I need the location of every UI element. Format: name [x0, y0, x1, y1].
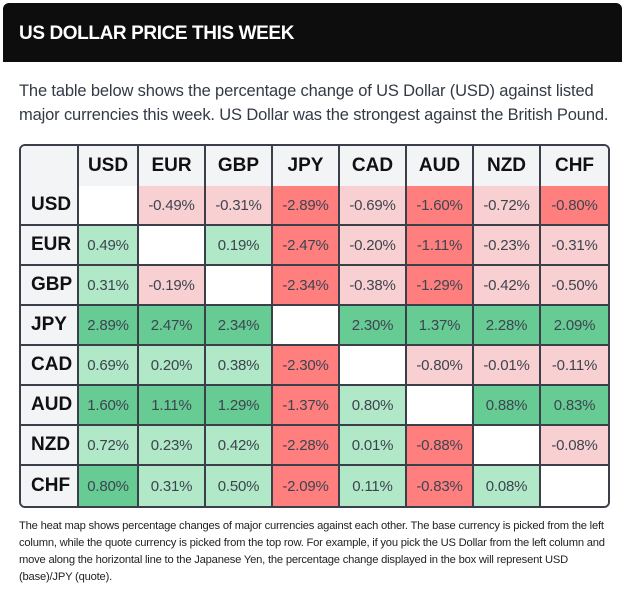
heatmap-cell-gbp-usd: 0.31% [79, 266, 139, 306]
column-header-nzd: NZD [474, 146, 541, 186]
heatmap-cell-gbp-nzd: -0.42% [474, 266, 541, 306]
column-header-gbp: GBP [206, 146, 273, 186]
corner-cell [21, 146, 79, 186]
heatmap-cell-cad-cad [340, 346, 407, 386]
heatmap-cell-eur-aud: -1.11% [407, 226, 474, 266]
heatmap-header-row: USD EUR GBP JPY CAD AUD NZD CHF [21, 146, 608, 186]
heatmap-cell-jpy-cad: 2.30% [340, 306, 407, 346]
intro-text: The table below shows the percentage cha… [19, 82, 609, 124]
column-header-jpy: JPY [273, 146, 340, 186]
heatmap-cell-gbp-eur: -0.19% [139, 266, 206, 306]
heatmap-cell-eur-gbp: 0.19% [206, 226, 273, 266]
heatmap-cell-eur-nzd: -0.23% [474, 226, 541, 266]
column-header-cad: CAD [340, 146, 407, 186]
heatmap-cell-gbp-chf: -0.50% [541, 266, 608, 306]
heatmap-cell-cad-aud: -0.80% [407, 346, 474, 386]
heatmap-cell-chf-eur: 0.31% [139, 466, 206, 506]
currency-heatmap: USD EUR GBP JPY CAD AUD NZD CHF USD -0.49% -0.31%… [19, 144, 610, 508]
heatmap-cell-nzd-aud: -0.88% [407, 426, 474, 466]
heatmap-cell-eur-jpy: -2.47% [273, 226, 340, 266]
heatmap-cell-gbp-cad: -0.38% [340, 266, 407, 306]
heatmap-cell-usd-chf: -0.80% [541, 186, 608, 226]
heatmap-cell-chf-usd: 0.80% [79, 466, 139, 506]
heatmap-row-aud: AUD 1.60% 1.11% 1.29% -1.37% 0.80% 0.88% 0.83% [21, 386, 608, 426]
heatmap-cell-jpy-nzd: 2.28% [474, 306, 541, 346]
page-header: US DOLLAR PRICE THIS WEEK [3, 3, 622, 62]
heatmap-cell-aud-gbp: 1.29% [206, 386, 273, 426]
row-header-eur: EUR [21, 226, 79, 266]
heatmap-cell-jpy-gbp: 2.34% [206, 306, 273, 346]
heatmap-cell-usd-usd [79, 186, 139, 226]
heatmap-cell-chf-nzd: 0.08% [474, 466, 541, 506]
row-header-aud: AUD [21, 386, 79, 426]
heatmap-cell-aud-usd: 1.60% [79, 386, 139, 426]
heatmap-cell-cad-jpy: -2.30% [273, 346, 340, 386]
heatmap-cell-gbp-gbp [206, 266, 273, 306]
heatmap-cell-aud-nzd: 0.88% [474, 386, 541, 426]
heatmap-cell-chf-gbp: 0.50% [206, 466, 273, 506]
page-title: US DOLLAR PRICE THIS WEEK [19, 22, 295, 44]
row-header-chf: CHF [21, 466, 79, 506]
heatmap-cell-usd-nzd: -0.72% [474, 186, 541, 226]
row-header-jpy: JPY [21, 306, 79, 346]
row-header-nzd: NZD [21, 426, 79, 466]
heatmap-cell-jpy-aud: 1.37% [407, 306, 474, 346]
column-header-aud: AUD [407, 146, 474, 186]
heatmap-cell-nzd-eur: 0.23% [139, 426, 206, 466]
heatmap-cell-eur-usd: 0.49% [79, 226, 139, 266]
heatmap-cell-chf-cad: 0.11% [340, 466, 407, 506]
heatmap-cell-aud-cad: 0.80% [340, 386, 407, 426]
heatmap-cell-nzd-chf: -0.08% [541, 426, 608, 466]
heatmap-cell-gbp-jpy: -2.34% [273, 266, 340, 306]
heatmap-cell-nzd-jpy: -2.28% [273, 426, 340, 466]
heatmap-cell-aud-eur: 1.11% [139, 386, 206, 426]
heatmap-cell-cad-nzd: -0.01% [474, 346, 541, 386]
heatmap-row-jpy: JPY 2.89% 2.47% 2.34% 2.30% 1.37% 2.28% 2.09% [21, 306, 608, 346]
heatmap-cell-jpy-chf: 2.09% [541, 306, 608, 346]
heatmap-cell-eur-cad: -0.20% [340, 226, 407, 266]
column-header-usd: USD [79, 146, 139, 186]
row-header-gbp: GBP [21, 266, 79, 306]
heatmap-cell-nzd-nzd [474, 426, 541, 466]
heatmap-cell-cad-eur: 0.20% [139, 346, 206, 386]
row-header-cad: CAD [21, 346, 79, 386]
heatmap-cell-usd-eur: -0.49% [139, 186, 206, 226]
row-header-usd: USD [21, 186, 79, 226]
heatmap-cell-nzd-cad: 0.01% [340, 426, 407, 466]
heatmap-row-eur: EUR 0.49% 0.19% -2.47% -0.20% -1.11% -0.23% -0.… [21, 226, 608, 266]
heatmap-cell-nzd-gbp: 0.42% [206, 426, 273, 466]
heatmap-cell-chf-aud: -0.83% [407, 466, 474, 506]
heatmap-cell-eur-eur [139, 226, 206, 266]
heatmap-row-usd: USD -0.49% -0.31% -2.89% -0.69% -1.60% -0.72% -… [21, 186, 608, 226]
heatmap-cell-usd-gbp: -0.31% [206, 186, 273, 226]
heatmap-cell-aud-jpy: -1.37% [273, 386, 340, 426]
heatmap-cell-jpy-jpy [273, 306, 340, 346]
heatmap-cell-nzd-usd: 0.72% [79, 426, 139, 466]
heatmap-row-chf: CHF 0.80% 0.31% 0.50% -2.09% 0.11% -0.83% 0.08% [21, 466, 608, 506]
heatmap-cell-eur-chf: -0.31% [541, 226, 608, 266]
heatmap-cell-cad-chf: -0.11% [541, 346, 608, 386]
heatmap-cell-gbp-aud: -1.29% [407, 266, 474, 306]
heatmap-cell-usd-cad: -0.69% [340, 186, 407, 226]
heatmap-row-gbp: GBP 0.31% -0.19% -2.34% -0.38% -1.29% -0.42% -0… [21, 266, 608, 306]
heatmap-cell-chf-jpy: -2.09% [273, 466, 340, 506]
heatmap-row-nzd: NZD 0.72% 0.23% 0.42% -2.28% 0.01% -0.88% -0.08… [21, 426, 608, 466]
heatmap-cell-jpy-usd: 2.89% [79, 306, 139, 346]
heatmap-cell-aud-chf: 0.83% [541, 386, 608, 426]
heatmap-cell-chf-chf [541, 466, 608, 506]
column-header-chf: CHF [541, 146, 608, 186]
column-header-eur: EUR [139, 146, 206, 186]
heatmap-cell-usd-aud: -1.60% [407, 186, 474, 226]
heatmap-row-cad: CAD 0.69% 0.20% 0.38% -2.30% -0.80% -0.01% -0.1… [21, 346, 608, 386]
heatmap-cell-cad-gbp: 0.38% [206, 346, 273, 386]
heatmap-cell-cad-usd: 0.69% [79, 346, 139, 386]
footer-note: The heat map shows percentage changes of… [19, 520, 605, 583]
heatmap-cell-aud-aud [407, 386, 474, 426]
heatmap-cell-usd-jpy: -2.89% [273, 186, 340, 226]
heatmap-cell-jpy-eur: 2.47% [139, 306, 206, 346]
